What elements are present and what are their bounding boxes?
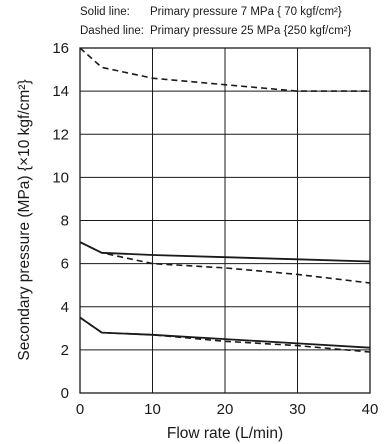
y-tick-label-0: 0: [61, 385, 69, 402]
series-2-dashed-line: [79, 241, 371, 284]
y-tick-label-7: 14: [52, 83, 69, 100]
plot-frame: [79, 47, 371, 394]
x-tick-label-0: 0: [76, 401, 84, 418]
x-tick-label-1: 10: [144, 401, 161, 418]
x-tick-label-2: 20: [217, 401, 234, 418]
note-solid-label: Solid line:: [80, 6, 130, 18]
y-tick-label-6: 12: [52, 126, 69, 143]
x-tick-label-3: 30: [289, 401, 306, 418]
y-tick-label-5: 10: [52, 169, 69, 186]
y-axis-label: Secondary pressure (MPa) {×10 kgf/cm²}: [16, 79, 33, 360]
y-tick-label-8: 16: [52, 40, 69, 57]
y-tick-label-4: 8: [61, 213, 69, 230]
series-4-dashed-line: [79, 316, 371, 353]
y-tick-label-3: 6: [61, 256, 69, 273]
chart-series: [79, 47, 371, 353]
x-tick-label-4: 40: [362, 401, 379, 418]
x-axis-label: Flow rate (L/min): [167, 425, 283, 442]
note-solid-text: Primary pressure 7 MPa { 70 kgf/cm²}: [150, 6, 342, 18]
y-tick-label-2: 4: [61, 299, 69, 316]
y-tick-label-1: 2: [61, 342, 69, 359]
series-0-dashed-line: [79, 47, 370, 92]
note-dashed-text: Primary pressure 25 MPa {250 kgf/cm²}: [150, 25, 351, 37]
y-tick-labels: 0 2 4 6 8 10 12 14 16: [52, 40, 69, 402]
x-tick-labels: 0 10 20 30 40: [76, 401, 379, 418]
note-dashed-label: Dashed line:: [80, 25, 144, 37]
